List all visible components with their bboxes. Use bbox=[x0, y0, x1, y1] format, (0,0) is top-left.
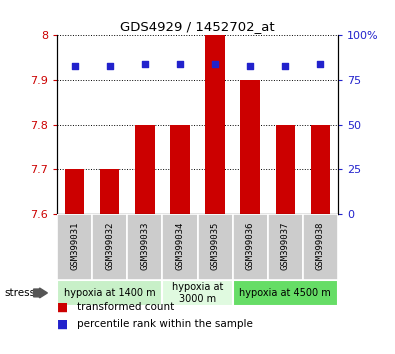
Bar bbox=[275, 125, 295, 214]
Point bbox=[247, 63, 253, 69]
Text: GSM399033: GSM399033 bbox=[140, 221, 149, 270]
Bar bbox=[310, 125, 330, 214]
Point bbox=[71, 63, 78, 69]
Text: GSM399038: GSM399038 bbox=[316, 221, 325, 270]
Bar bbox=[233, 214, 267, 280]
Title: GDS4929 / 1452702_at: GDS4929 / 1452702_at bbox=[120, 20, 275, 33]
Text: GSM399037: GSM399037 bbox=[280, 221, 290, 270]
Text: GSM399035: GSM399035 bbox=[211, 221, 220, 270]
Text: percentile rank within the sample: percentile rank within the sample bbox=[77, 319, 253, 329]
Text: ■: ■ bbox=[57, 301, 68, 313]
Bar bbox=[65, 170, 85, 214]
Text: hypoxia at 1400 m: hypoxia at 1400 m bbox=[64, 288, 156, 298]
Text: GSM399034: GSM399034 bbox=[175, 221, 184, 270]
Bar bbox=[162, 280, 233, 306]
Text: GSM399032: GSM399032 bbox=[105, 221, 115, 270]
Text: ■: ■ bbox=[57, 318, 68, 330]
Text: GSM399036: GSM399036 bbox=[246, 221, 255, 270]
Bar bbox=[267, 214, 303, 280]
Bar bbox=[303, 214, 338, 280]
Bar bbox=[135, 125, 154, 214]
Text: hypoxia at
3000 m: hypoxia at 3000 m bbox=[172, 282, 223, 304]
Bar bbox=[233, 280, 338, 306]
Bar bbox=[127, 214, 162, 280]
Text: GSM399031: GSM399031 bbox=[70, 221, 79, 270]
Bar bbox=[57, 280, 162, 306]
Bar bbox=[198, 214, 233, 280]
Bar bbox=[170, 125, 190, 214]
Bar bbox=[162, 214, 198, 280]
Point bbox=[212, 61, 218, 67]
Point bbox=[142, 61, 148, 67]
Text: transformed count: transformed count bbox=[77, 302, 174, 312]
Point bbox=[107, 63, 113, 69]
Text: hypoxia at 4500 m: hypoxia at 4500 m bbox=[239, 288, 331, 298]
Point bbox=[282, 63, 288, 69]
Bar bbox=[205, 35, 225, 214]
Bar bbox=[57, 214, 92, 280]
Text: stress: stress bbox=[4, 288, 35, 298]
Bar bbox=[241, 80, 260, 214]
Point bbox=[177, 61, 183, 67]
Bar bbox=[100, 170, 120, 214]
Point bbox=[317, 61, 324, 67]
Bar bbox=[92, 214, 127, 280]
